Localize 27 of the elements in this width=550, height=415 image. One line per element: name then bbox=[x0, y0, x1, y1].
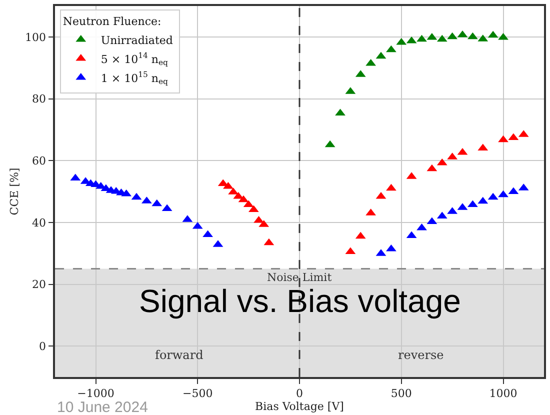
x-tick-label: 500 bbox=[390, 386, 412, 400]
legend-title: Neutron Fluence: bbox=[62, 15, 162, 28]
point bbox=[498, 190, 508, 198]
text: 10 June 2024 bbox=[57, 399, 148, 415]
annotation: reverse bbox=[398, 348, 444, 362]
point bbox=[416, 223, 427, 230]
ref-line-label: Noise Limit bbox=[267, 271, 332, 284]
y-tick-label: 0 bbox=[39, 340, 46, 353]
y-tick-label: 60 bbox=[32, 154, 46, 168]
y-tick-label: 100 bbox=[25, 30, 46, 44]
point bbox=[498, 135, 508, 142]
y-tick-label: 80 bbox=[32, 92, 46, 106]
legend-label: Unirradiated bbox=[100, 34, 173, 47]
x-tick-label: 1000 bbox=[489, 386, 518, 400]
x-tick-label: 0 bbox=[296, 386, 303, 400]
point bbox=[416, 34, 427, 42]
y-tick-label: 40 bbox=[32, 216, 46, 230]
point bbox=[335, 108, 346, 116]
y-axis-title: CCE [%] bbox=[8, 168, 22, 216]
y-tick-label: 20 bbox=[32, 278, 46, 292]
legend-label: 5 × 10$^{14}$ n$_{eq}$ bbox=[100, 51, 168, 68]
annotation: forward bbox=[155, 348, 204, 362]
x-tick-label: −1000 bbox=[77, 386, 114, 400]
text: Signal vs. Bias voltage bbox=[139, 283, 461, 319]
legend-label: 1 × 10$^{15}$ n$_{eq}$ bbox=[100, 70, 168, 86]
x-axis-title: Bias Voltage [V] bbox=[255, 400, 344, 413]
x-tick-label: −500 bbox=[182, 386, 213, 400]
